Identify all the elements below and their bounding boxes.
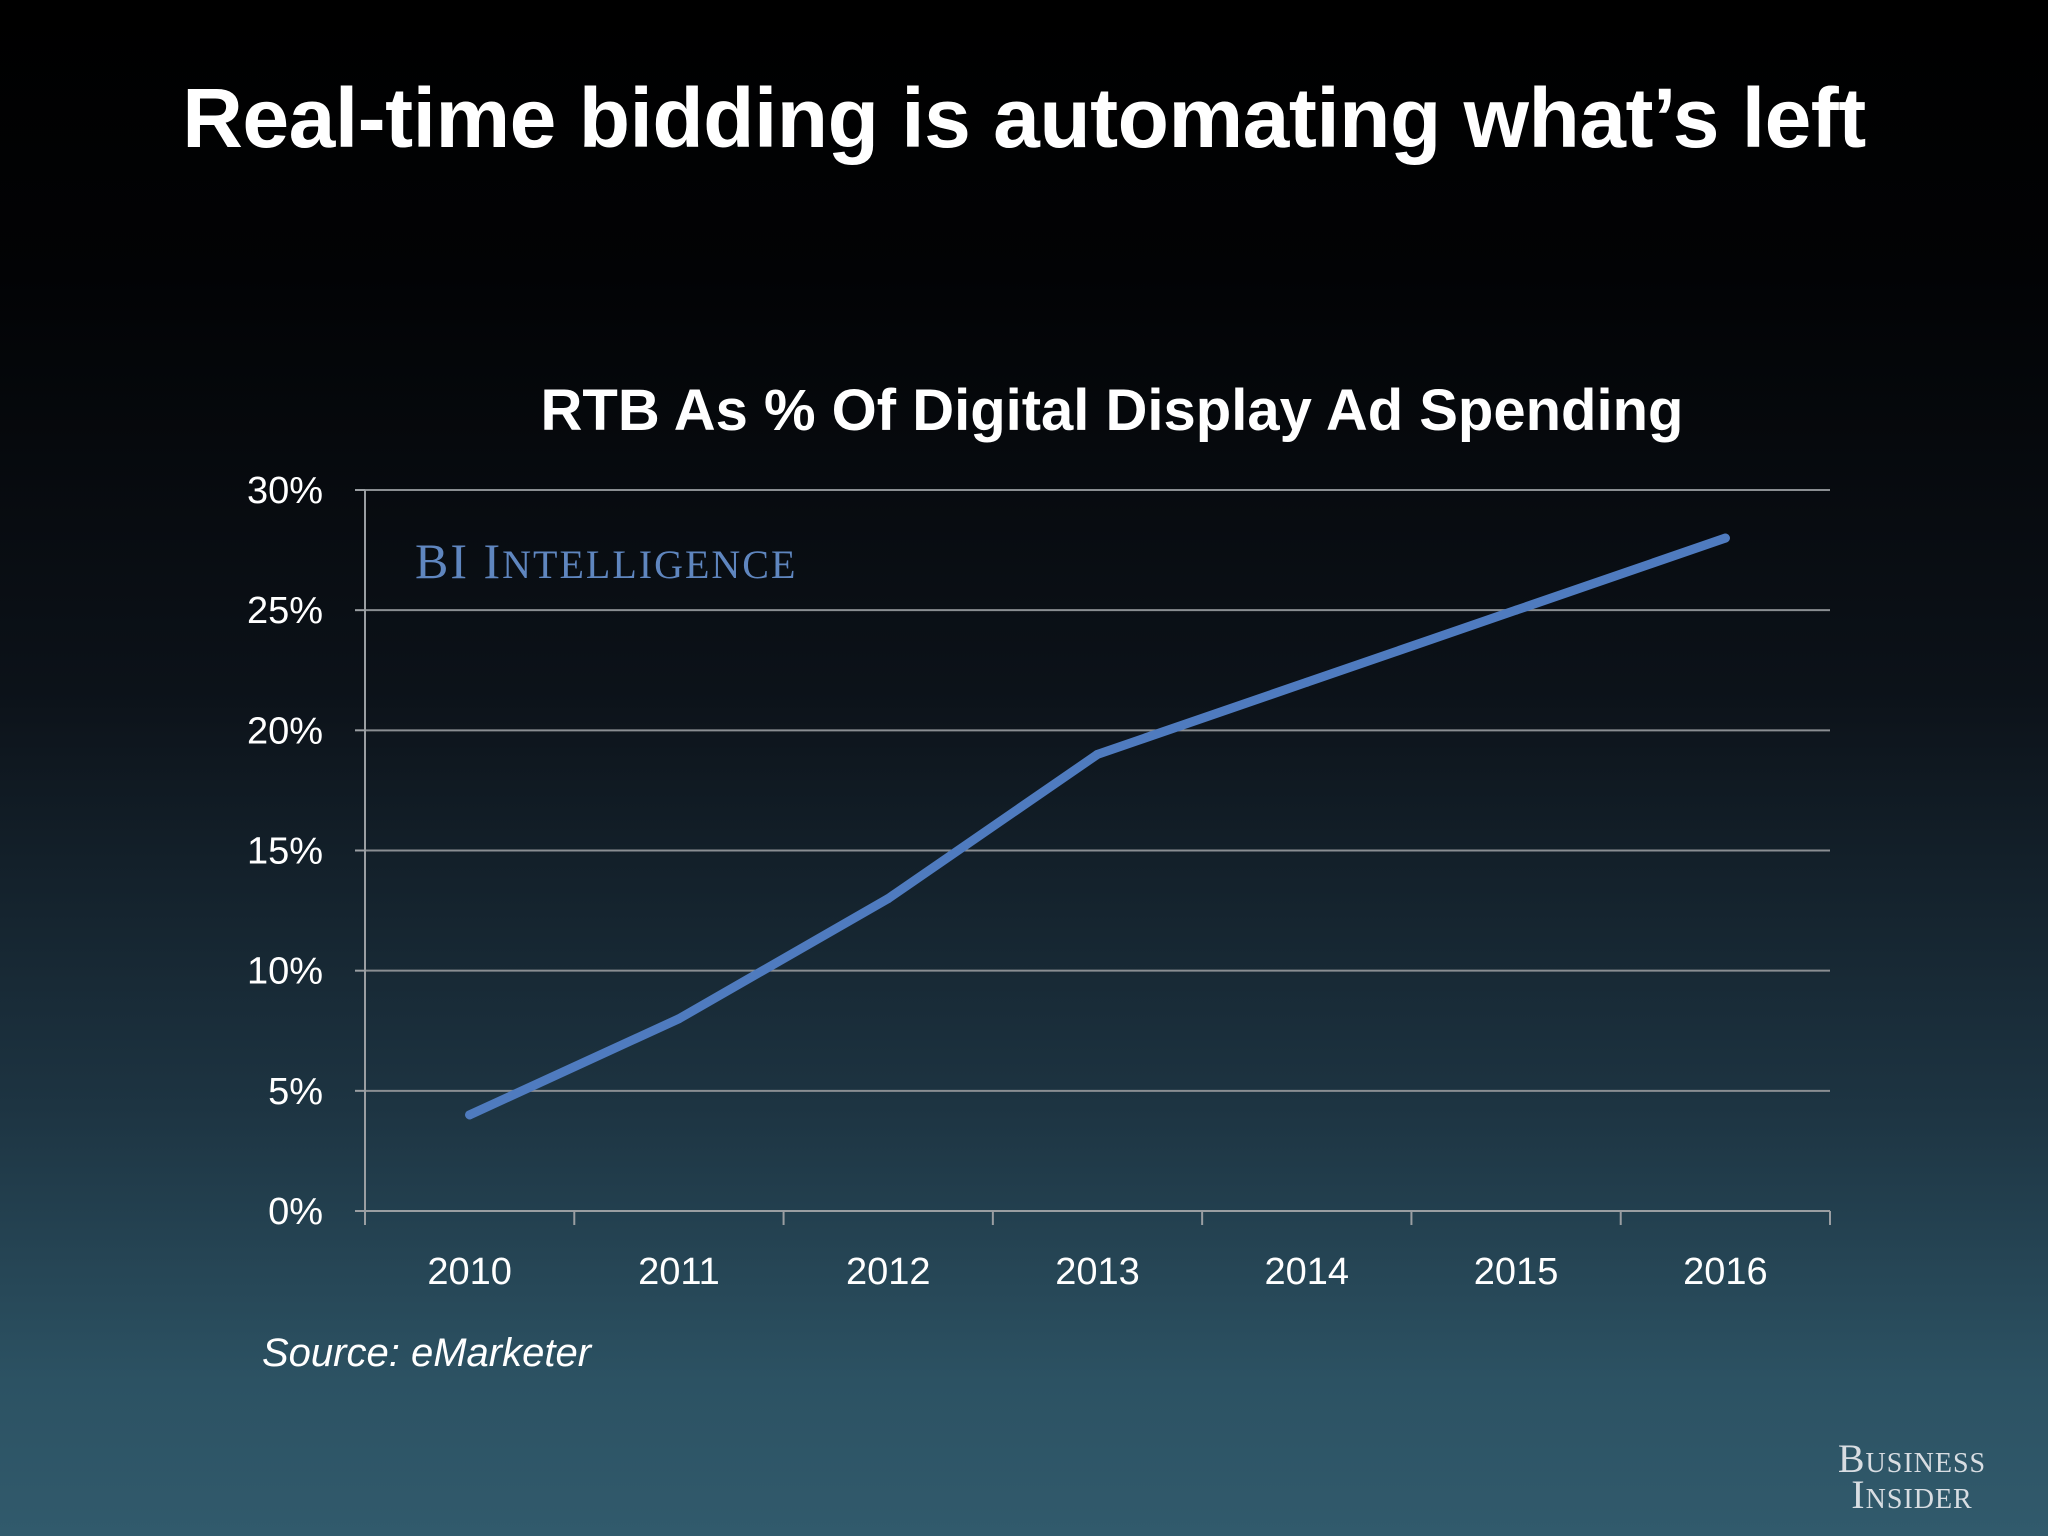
x-tick-label: 2013 bbox=[1055, 1251, 1140, 1293]
logo-line-2: Insider bbox=[1851, 1472, 1973, 1517]
logo-line-1: Business bbox=[1837, 1436, 1987, 1481]
x-tick-label: 2012 bbox=[846, 1251, 931, 1293]
data-point-2016 bbox=[1720, 533, 1730, 543]
y-tick-label: 5% bbox=[268, 1071, 323, 1113]
x-tick-label: 2011 bbox=[638, 1251, 720, 1293]
y-tick-labels: 0% 5% 10% 15% 20% 25% 30% bbox=[247, 470, 323, 1233]
y-tick-label: 25% bbox=[247, 590, 323, 632]
data-point-2014 bbox=[1302, 677, 1312, 687]
y-tick-label: 30% bbox=[247, 470, 323, 512]
series-layer bbox=[465, 533, 1730, 1120]
slide-title: Real-time bidding is automating what’s l… bbox=[182, 71, 1866, 165]
x-tick-label: 2015 bbox=[1474, 1251, 1559, 1293]
x-tick-label: 2014 bbox=[1265, 1251, 1350, 1293]
y-tick-label: 15% bbox=[247, 831, 323, 873]
gridlines bbox=[365, 489, 1830, 1092]
y-tick-label: 10% bbox=[247, 951, 323, 993]
data-point-2010 bbox=[465, 1110, 475, 1120]
source-note: Source: eMarketer bbox=[262, 1331, 593, 1375]
data-point-2012 bbox=[883, 894, 893, 904]
series-line-0 bbox=[465, 533, 1730, 1120]
chart-title: RTB As % Of Digital Display Ad Spending bbox=[541, 378, 1684, 443]
bi-intelligence-watermark: BI INTELLIGENCE bbox=[415, 533, 797, 589]
y-tick-label: 20% bbox=[247, 710, 323, 752]
x-tick-label: 2016 bbox=[1683, 1251, 1768, 1293]
data-point-2011 bbox=[674, 1014, 684, 1024]
data-point-2015 bbox=[1511, 605, 1521, 615]
axes bbox=[355, 489, 1831, 1225]
y-tick-label: 0% bbox=[268, 1191, 323, 1233]
x-tick-label: 2010 bbox=[427, 1251, 512, 1293]
data-point-2013 bbox=[1093, 749, 1102, 759]
x-tick-labels: 2010 2011 2012 2013 2014 2015 2016 bbox=[427, 1251, 1767, 1293]
business-insider-logo: Business Insider bbox=[1822, 1436, 2002, 1521]
